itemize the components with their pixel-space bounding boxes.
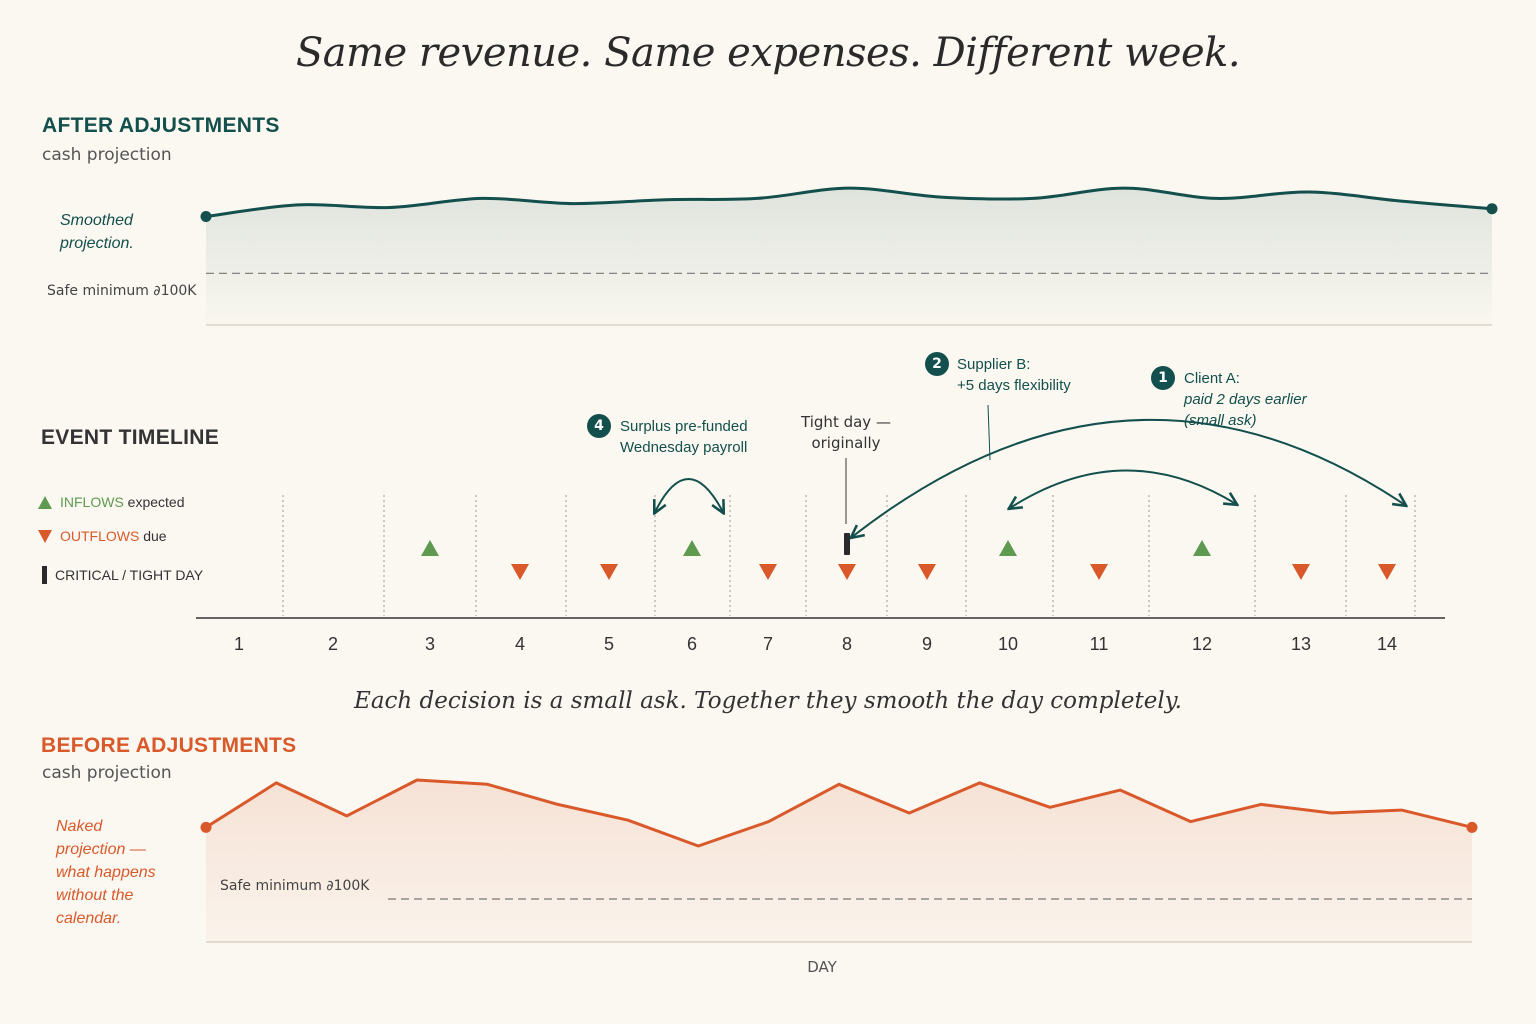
before-heading: BEFORE ADJUSTMENTS: [41, 734, 297, 757]
annotation-surplus: Surplus pre-funded Wednesday payroll: [620, 416, 748, 458]
legend-outflows: OUTFLOWS due: [38, 528, 167, 544]
day-tick-5: 5: [604, 634, 614, 654]
timeline-heading: EVENT TIMELINE: [41, 426, 220, 449]
arrow-surplus: [655, 478, 723, 512]
after-subheading: cash projection: [42, 145, 172, 165]
timeline-chart: 1 2 3 4 5 6 7 8 9 10 11 12 13 14: [196, 495, 1445, 654]
badge-1: 1: [1151, 366, 1175, 390]
before-area: [206, 780, 1472, 942]
after-chart: [200, 186, 1498, 326]
outflow-marker-day-13: [1292, 564, 1310, 580]
annotation-supplier-b-detail: +5 days flexibility: [957, 377, 1071, 394]
inflow-marker-day-3: [421, 540, 439, 556]
badge-4: 4: [587, 414, 611, 438]
before-safe-label: Safe minimum ∂100K: [220, 878, 370, 894]
annotation-client-a: Client A: paid 2 days earlier (small ask…: [1184, 368, 1314, 431]
outflow-marker-day-9: [918, 564, 936, 580]
after-area: [206, 188, 1492, 325]
outflow-marker-day-14: [1378, 564, 1396, 580]
page-title: Same revenue. Same expenses. Different w…: [295, 30, 1241, 76]
legend-outflows-rest: due: [143, 528, 167, 544]
critical-bar-icon: [42, 566, 47, 584]
day-tick-1: 1: [234, 634, 244, 654]
day-tick-12: 12: [1192, 634, 1212, 654]
before-series-line: [205, 778, 1473, 848]
critical-marker-day-8: [844, 533, 850, 555]
outflow-marker-day-8: [838, 564, 856, 580]
annotation-client-a-detail: paid 2 days earlier (small ask): [1184, 391, 1307, 429]
annotation-surplus-title: Surplus pre-funded: [620, 418, 748, 435]
before-note: Naked projection — what happens without …: [56, 818, 156, 927]
before-point-1: [200, 821, 212, 833]
legend-outflows-key: OUTFLOWS: [60, 528, 140, 544]
legend-inflows-rest: expected: [127, 494, 185, 510]
annotation-arrows: [655, 404, 1405, 537]
annotation-supplier-b: Supplier B: +5 days flexibility: [957, 354, 1071, 396]
day-tick-3: 3: [425, 634, 435, 654]
annotation-surplus-detail: Wednesday payroll: [620, 439, 748, 456]
annotation-supplier-b-title: Supplier B:: [957, 356, 1031, 373]
legend-critical-label: CRITICAL / TIGHT DAY: [55, 567, 204, 583]
day-tick-7: 7: [763, 634, 773, 654]
inflow-marker-day-12: [1193, 540, 1211, 556]
arrow-client-a: [852, 418, 1405, 537]
leader-supplier-b: [987, 404, 991, 461]
legend-critical: CRITICAL / TIGHT DAY: [42, 566, 203, 584]
inflow-marker-day-6: [683, 540, 701, 556]
before-subheading: cash projection: [42, 763, 172, 783]
before-x-axis-label: DAY: [807, 958, 837, 976]
day-tick-14: 14: [1377, 634, 1397, 654]
day-tick-13: 13: [1291, 634, 1311, 654]
day-tick-4: 4: [515, 634, 525, 654]
after-point-1: [200, 211, 212, 222]
caption: Each decision is a small ask. Together t…: [354, 688, 1182, 714]
annotation-client-a-title: Client A:: [1184, 370, 1240, 387]
inflow-marker-day-10: [999, 540, 1017, 556]
day-tick-10: 10: [998, 634, 1018, 654]
outflow-marker-day-7: [759, 564, 777, 580]
outflow-marker-day-5: [600, 564, 618, 580]
day-tick-2: 2: [328, 634, 338, 654]
before-point-19: [1466, 821, 1478, 833]
after-point-15: [1486, 203, 1498, 215]
outflow-marker-day-11: [1090, 564, 1108, 580]
day-tick-8: 8: [842, 634, 852, 654]
after-safe-label: Safe minimum ∂100K: [47, 283, 197, 299]
inflow-triangle-icon: [38, 495, 52, 509]
legend-inflows: INFLOWS expected: [38, 494, 185, 510]
arrow-supplier-b: [1010, 469, 1236, 508]
outflow-triangle-icon: [38, 529, 52, 543]
tight-day-label: Tight day — originally: [801, 413, 891, 452]
after-note: Smoothed projection.: [60, 212, 134, 252]
legend-inflows-key: INFLOWS: [60, 494, 124, 510]
day-tick-6: 6: [687, 634, 697, 654]
day-tick-11: 11: [1090, 634, 1109, 654]
badge-2: 2: [925, 352, 949, 376]
after-heading: AFTER ADJUSTMENTS: [42, 114, 280, 137]
day-tick-9: 9: [922, 634, 932, 654]
outflow-marker-day-4: [511, 564, 529, 580]
after-series-line: [205, 186, 1493, 218]
before-chart: [200, 778, 1478, 943]
